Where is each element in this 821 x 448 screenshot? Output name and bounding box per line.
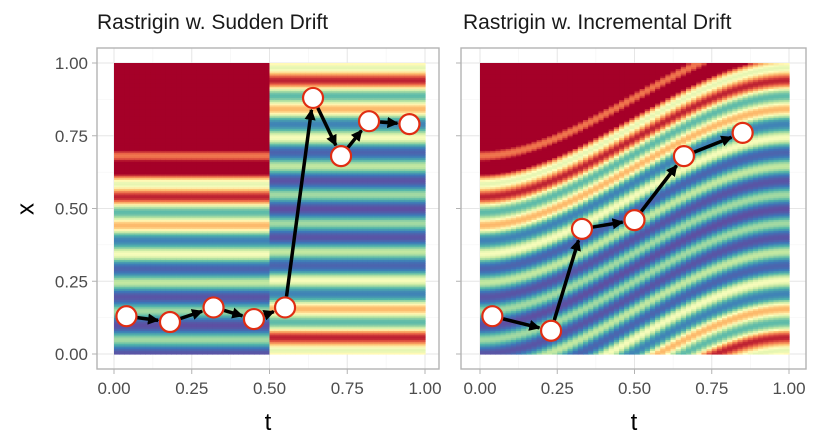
heatmap-cell xyxy=(244,63,250,65)
heatmap-cell xyxy=(114,63,120,65)
heatmap-cell xyxy=(233,63,239,65)
facet-title-sudden: Rastrigin w. Sudden Drift xyxy=(97,11,328,34)
heatmap-cell xyxy=(228,63,234,65)
heatmap-cell xyxy=(171,63,177,65)
heatmap-image xyxy=(114,63,426,355)
heatmap-cell xyxy=(119,63,125,65)
heatmap-cell xyxy=(124,63,130,65)
heatmap-cell xyxy=(270,63,276,65)
heatmap-cell xyxy=(223,63,229,65)
heatmap-cell xyxy=(187,63,193,65)
heatmap-cell xyxy=(238,63,244,65)
heatmap-cell xyxy=(176,63,182,65)
heatmap-cell xyxy=(145,63,151,65)
heatmap-cell xyxy=(218,63,224,65)
heatmap-cell xyxy=(254,63,260,65)
heatmap-cell xyxy=(197,63,203,65)
heatmap-cell xyxy=(166,63,172,65)
heatmap-cell xyxy=(202,63,208,65)
heatmap-cell xyxy=(212,63,218,65)
heatmap-cell xyxy=(264,63,270,65)
heatmap-cell xyxy=(135,63,141,65)
facet-sudden-drift: Rastrigin w. Sudden Drift 0.000.250.500.… xyxy=(12,11,441,436)
heatmap-cell xyxy=(259,63,265,65)
heatmap-cell xyxy=(161,63,167,65)
heatmap-cell xyxy=(192,63,198,65)
heatmap-cell xyxy=(155,63,161,65)
heatmap-cell xyxy=(140,63,146,65)
heatmap-cell xyxy=(249,63,255,65)
heatmap-cell xyxy=(150,63,156,65)
heatmap-cell xyxy=(130,63,136,65)
heatmap-cell xyxy=(207,63,213,65)
heatmap-cell xyxy=(181,63,187,65)
